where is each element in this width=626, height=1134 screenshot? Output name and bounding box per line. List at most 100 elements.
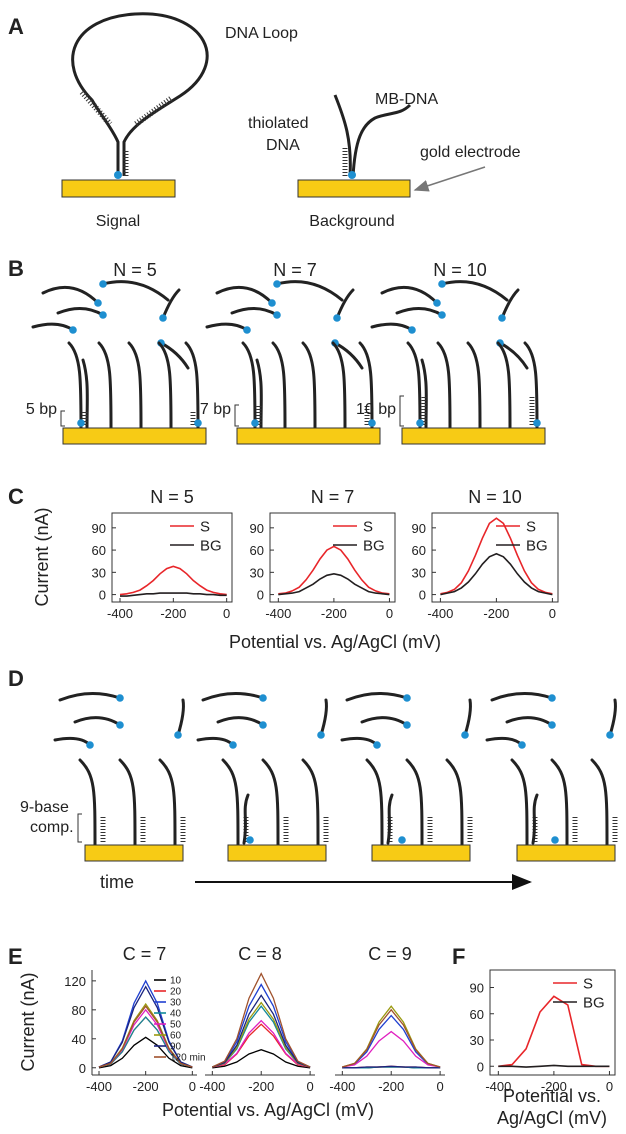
x-tick-label: 0 bbox=[436, 1079, 443, 1094]
mb-dot bbox=[403, 721, 411, 729]
mb-dot bbox=[533, 419, 541, 427]
mb-dot bbox=[606, 731, 614, 739]
strand bbox=[81, 358, 89, 430]
strand bbox=[255, 358, 263, 430]
x-tick-label: 0 bbox=[606, 1079, 613, 1094]
mb-dot bbox=[438, 311, 446, 319]
strand bbox=[550, 758, 569, 847]
legend-label: S bbox=[363, 518, 373, 535]
strand bbox=[78, 758, 97, 847]
gold-electrode bbox=[516, 844, 616, 862]
gold-electrode bbox=[297, 179, 411, 198]
strand bbox=[335, 288, 355, 320]
strand bbox=[118, 758, 137, 847]
arrow bbox=[413, 166, 486, 192]
y-tick-label: 0 bbox=[477, 1059, 484, 1074]
mb-dot bbox=[194, 419, 202, 427]
y-tick-label: 60 bbox=[250, 543, 264, 558]
legend-label: 50 bbox=[170, 1020, 182, 1031]
chart-title: C = 9 bbox=[368, 944, 412, 964]
mb-dot bbox=[348, 171, 356, 179]
x-tick-label: 0 bbox=[386, 606, 393, 621]
strand bbox=[97, 341, 113, 430]
strand bbox=[590, 758, 609, 847]
mb-dot bbox=[268, 299, 276, 307]
y-axis-label: Current (nA) bbox=[18, 972, 38, 1071]
gold-electrode bbox=[227, 844, 327, 862]
group-title: N = 5 bbox=[113, 260, 157, 280]
strand bbox=[127, 341, 143, 430]
plot-frame bbox=[269, 512, 396, 603]
strand bbox=[505, 716, 554, 727]
panel-label: C bbox=[8, 484, 24, 509]
mb-dot bbox=[116, 721, 124, 729]
x-tick-label: -200 bbox=[483, 606, 509, 621]
series-line bbox=[212, 1019, 311, 1068]
gold-electrode bbox=[61, 179, 176, 198]
strand bbox=[360, 716, 409, 727]
strand bbox=[445, 758, 464, 847]
gold-electrode bbox=[236, 427, 381, 445]
legend-label: BG bbox=[583, 994, 605, 1011]
gold-electrode bbox=[401, 427, 546, 445]
series-line bbox=[98, 985, 193, 1068]
x-tick-label: 0 bbox=[223, 606, 230, 621]
y-tick-label: 30 bbox=[250, 565, 264, 580]
strand bbox=[405, 758, 424, 847]
strand bbox=[56, 307, 105, 317]
legend-label: S bbox=[526, 518, 536, 535]
y-tick-label: 30 bbox=[470, 1033, 484, 1048]
x-tick-label: -400 bbox=[265, 606, 291, 621]
bp-label: 10 bp bbox=[356, 401, 396, 418]
mb-dot bbox=[438, 280, 446, 288]
gold-electrode bbox=[371, 844, 471, 862]
panel-label: F bbox=[452, 944, 465, 969]
strand bbox=[440, 280, 509, 302]
mb-dot bbox=[69, 326, 77, 334]
x-tick-label: -400 bbox=[427, 606, 453, 621]
mb-dot bbox=[86, 741, 94, 749]
legend-label: 90 bbox=[170, 1042, 182, 1053]
panel-label: D bbox=[8, 666, 24, 691]
strand bbox=[261, 758, 280, 847]
strand bbox=[241, 341, 257, 430]
legend-label: BG bbox=[526, 537, 548, 554]
strand bbox=[331, 341, 347, 430]
chart-title: N = 7 bbox=[311, 487, 355, 507]
mb-dot bbox=[548, 721, 556, 729]
strand bbox=[608, 698, 617, 737]
legend-label: S bbox=[200, 518, 210, 535]
mb-dot bbox=[77, 419, 85, 427]
bracket bbox=[60, 410, 65, 427]
group-title: N = 7 bbox=[273, 260, 317, 280]
strand bbox=[31, 322, 75, 332]
y-tick-label: 0 bbox=[419, 588, 426, 603]
x-axis-label: Potential vs. bbox=[503, 1086, 601, 1106]
strand bbox=[420, 358, 428, 430]
label: thiolated bbox=[248, 115, 309, 132]
mb-dot bbox=[243, 326, 251, 334]
mb-dot bbox=[498, 314, 506, 322]
strand bbox=[301, 341, 317, 430]
series-line bbox=[440, 552, 553, 596]
series-line bbox=[498, 1064, 610, 1068]
strand bbox=[485, 736, 524, 747]
strand bbox=[510, 758, 529, 847]
legend-label: 20 bbox=[170, 987, 182, 998]
mb-dot bbox=[174, 731, 182, 739]
strand bbox=[380, 285, 439, 305]
panel-label: E bbox=[8, 944, 23, 969]
gold-electrode bbox=[84, 844, 184, 862]
y-axis-label: Current (nA) bbox=[32, 507, 52, 606]
strand bbox=[463, 698, 472, 737]
series-line bbox=[342, 1008, 441, 1068]
y-tick-label: 90 bbox=[470, 981, 484, 996]
y-tick-label: 90 bbox=[250, 521, 264, 536]
label: Signal bbox=[96, 213, 140, 230]
mb-dot bbox=[99, 311, 107, 319]
series-line bbox=[342, 1030, 441, 1068]
strand bbox=[275, 280, 344, 302]
x-tick-label: -400 bbox=[86, 1079, 112, 1094]
plot-frame bbox=[489, 969, 616, 1076]
